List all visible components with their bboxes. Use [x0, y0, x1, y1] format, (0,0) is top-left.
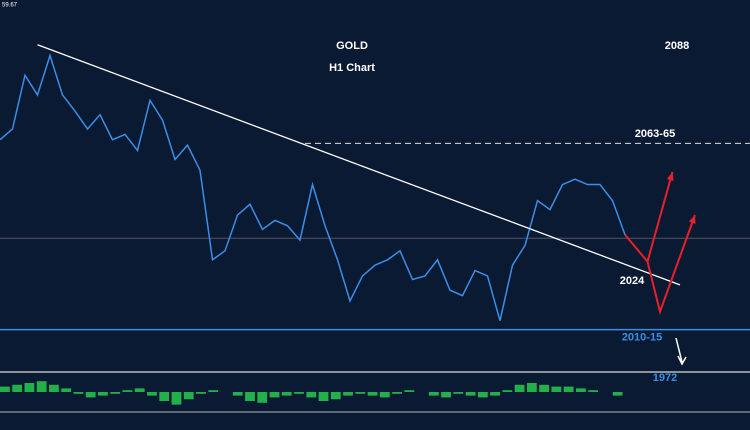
oscillator-bar: [36, 381, 47, 392]
oscillator-bar: [367, 392, 378, 396]
arrow: [675, 337, 687, 366]
arrow-head: [688, 215, 696, 224]
oscillator-bar: [98, 392, 108, 396]
oscillator-bar: [208, 390, 219, 392]
oscillator-bar: [281, 392, 292, 396]
oscillator-bar: [502, 390, 513, 392]
projection: [646, 214, 696, 316]
oscillator-bar: [539, 384, 550, 392]
oscillator-bar: [575, 388, 586, 392]
oscillator-bar: [134, 388, 145, 392]
oscillator-bar: [61, 388, 72, 392]
oscillator-bar: [514, 384, 525, 392]
oscillator-bar: [392, 392, 402, 394]
oscillator-bar: [379, 392, 390, 398]
oscillator-bar: [453, 392, 464, 394]
level-label: 2010-15: [622, 332, 662, 344]
oscillator-bar: [551, 386, 562, 392]
oscillator-bar: [465, 392, 476, 396]
oscillator-bar: [171, 392, 182, 405]
oscillator-bar: [404, 390, 415, 392]
oscillator-bar: [24, 383, 35, 392]
oscillator-bar: [526, 383, 537, 392]
oscillator-bar: [0, 386, 10, 392]
trendline: [37, 44, 681, 286]
oscillator-bar: [245, 392, 255, 401]
oscillator-bar: [85, 392, 96, 398]
oscillator-bar: [588, 390, 599, 392]
oscillator-bar: [49, 384, 59, 392]
chart-subtitle: H1 Chart: [329, 62, 375, 74]
label-box: [645, 370, 689, 386]
oscillator-bar: [110, 392, 121, 394]
annotation: 1972: [653, 372, 677, 384]
oscillator-bar: [183, 392, 194, 400]
oscillator-bar: [477, 392, 488, 398]
oscillator-bar: [355, 392, 366, 394]
corner-label: 59.67: [2, 3, 18, 9]
arrow-head: [666, 172, 674, 181]
oscillator-bar: [612, 392, 623, 396]
oscillator-bar: [257, 392, 268, 403]
oscillator-bar: [563, 386, 574, 392]
oscillator-bar: [122, 390, 133, 392]
oscillator-bar: [306, 392, 317, 398]
oscillator-bar: [196, 392, 206, 394]
oscillator-bar: [490, 392, 500, 396]
oscillator-bar: [159, 392, 170, 401]
level-label: 2063-65: [635, 128, 675, 140]
oscillator-bar: [343, 392, 353, 396]
oscillator-bar: [330, 392, 341, 400]
chart-title: GOLD: [336, 40, 368, 52]
oscillator-bar: [73, 392, 84, 394]
projection: [624, 171, 674, 264]
annotation: 2088: [665, 40, 689, 52]
oscillator-bar: [12, 384, 23, 392]
oscillator-bar: [428, 392, 439, 396]
oscillator-bar: [269, 392, 280, 398]
price-line: [0, 53, 626, 321]
oscillator-bar: [441, 392, 451, 398]
oscillator-bar: [147, 392, 157, 396]
annotation: 2024: [620, 275, 645, 287]
oscillator-bar: [318, 392, 329, 401]
oscillator-bar: [232, 392, 243, 396]
oscillator-bar: [294, 392, 304, 394]
